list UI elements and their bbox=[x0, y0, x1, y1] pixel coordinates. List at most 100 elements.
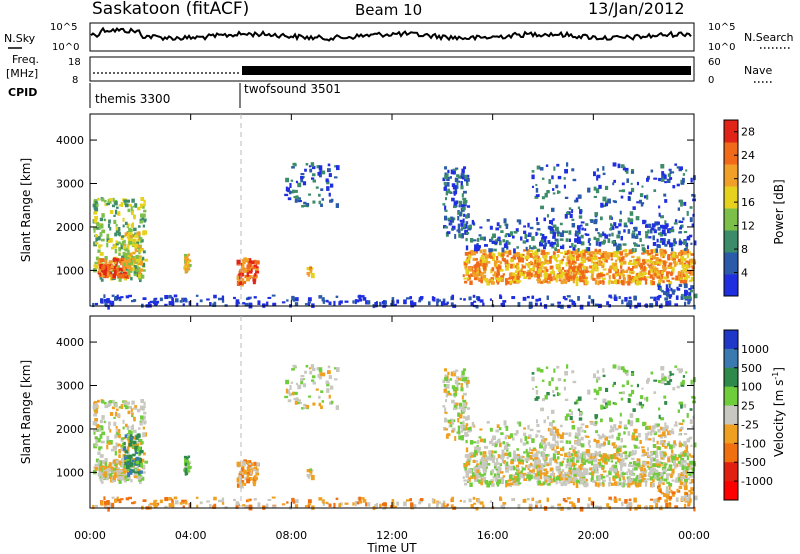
velocity-cell bbox=[580, 423, 585, 426]
power-cell bbox=[124, 232, 128, 237]
power-cell bbox=[620, 235, 624, 241]
power-cell bbox=[622, 260, 627, 265]
power-cell bbox=[587, 239, 590, 244]
power-cell bbox=[663, 270, 666, 273]
velocity-cell bbox=[543, 446, 546, 452]
power-cell bbox=[505, 224, 509, 229]
power-cell bbox=[646, 177, 649, 182]
velocity-cell bbox=[134, 405, 137, 408]
power-cell bbox=[672, 259, 677, 264]
velocity-cell bbox=[670, 454, 673, 458]
power-cell bbox=[246, 276, 250, 282]
power-cell bbox=[517, 280, 522, 283]
velocity-cell bbox=[630, 474, 634, 477]
velocity-cell bbox=[524, 472, 527, 476]
velocity-cell bbox=[308, 367, 311, 370]
velocity-cell bbox=[335, 497, 339, 500]
power-cell bbox=[489, 225, 493, 230]
power-cell bbox=[612, 273, 615, 276]
velocity-cell bbox=[608, 481, 612, 485]
power-cell bbox=[611, 240, 616, 244]
power-cell bbox=[632, 206, 636, 210]
power-cell bbox=[582, 249, 585, 253]
power-cell bbox=[547, 277, 552, 281]
power-cell bbox=[144, 218, 147, 222]
power-cell bbox=[516, 275, 520, 280]
velocity-cell bbox=[496, 440, 500, 443]
power-cell bbox=[612, 226, 615, 230]
power-cell bbox=[136, 266, 141, 270]
power-cell bbox=[460, 227, 464, 231]
power-cell bbox=[575, 275, 579, 279]
velocity-cell bbox=[318, 497, 323, 501]
power-cell bbox=[257, 300, 261, 305]
velocity-cell bbox=[468, 498, 472, 503]
power-cell bbox=[131, 299, 135, 303]
power-cell bbox=[620, 279, 624, 285]
power-cell bbox=[500, 253, 505, 257]
velocity-cell bbox=[233, 498, 236, 502]
power-cell bbox=[137, 255, 141, 258]
power-cell bbox=[516, 266, 519, 270]
power-cell bbox=[627, 217, 630, 223]
power-cell bbox=[560, 274, 564, 279]
velocity-cell bbox=[572, 481, 575, 486]
power-cell bbox=[678, 231, 682, 234]
power-cell bbox=[593, 186, 597, 191]
power-cell bbox=[596, 250, 600, 255]
velocity-cell bbox=[480, 474, 485, 477]
power-cell bbox=[648, 223, 652, 228]
power-cell bbox=[183, 266, 186, 270]
power-cell bbox=[626, 178, 629, 183]
velocity-cell bbox=[569, 447, 572, 450]
power-cell bbox=[310, 177, 315, 180]
velocity-cell bbox=[564, 476, 568, 481]
velocity-cell bbox=[632, 467, 635, 471]
velocity-cell bbox=[658, 460, 662, 465]
velocity-cell bbox=[126, 401, 131, 405]
velocity-cell bbox=[467, 477, 471, 482]
power-cell bbox=[619, 210, 622, 215]
power-cell bbox=[597, 272, 602, 278]
power-cell bbox=[627, 276, 631, 282]
velocity-cell bbox=[543, 419, 546, 424]
power-cell bbox=[664, 297, 669, 301]
power-cell bbox=[526, 255, 530, 260]
power-cell bbox=[684, 295, 688, 300]
power-cell bbox=[559, 232, 564, 238]
velocity-cell bbox=[122, 475, 126, 480]
velocity-cell bbox=[593, 463, 596, 468]
power-cell bbox=[142, 205, 145, 209]
power-cell bbox=[637, 302, 642, 308]
velocity-cell bbox=[574, 454, 578, 457]
velocity-cell bbox=[306, 473, 311, 476]
velocity-cell bbox=[525, 448, 528, 453]
power-cell bbox=[463, 166, 467, 170]
velocity-cell bbox=[470, 454, 474, 458]
power-cell bbox=[594, 215, 598, 218]
velocity-cell bbox=[572, 458, 575, 463]
velocity-cell bbox=[289, 392, 292, 397]
velocity-cell bbox=[646, 465, 650, 468]
power-cell bbox=[676, 183, 680, 187]
velocity-cell bbox=[464, 470, 469, 473]
power-cell bbox=[545, 254, 548, 259]
velocity-cell bbox=[164, 505, 168, 508]
power-cell bbox=[557, 269, 561, 272]
power-cell bbox=[564, 214, 568, 219]
power-cell bbox=[610, 258, 614, 261]
power-cell bbox=[294, 297, 299, 302]
velocity-cell bbox=[457, 430, 461, 434]
cpid-segment-2: twofsound 3501 bbox=[244, 82, 341, 96]
velocity-cell bbox=[554, 428, 559, 434]
velocity-cell bbox=[483, 438, 486, 443]
velocity-cell bbox=[587, 449, 591, 454]
power-cell bbox=[149, 300, 153, 304]
power-cell bbox=[107, 266, 111, 271]
velocity-cell bbox=[483, 472, 487, 476]
power-cell bbox=[550, 303, 555, 307]
velocity-cell bbox=[640, 405, 644, 409]
power-cell bbox=[173, 294, 178, 298]
power-cell bbox=[475, 304, 479, 309]
velocity-cell bbox=[517, 482, 522, 485]
